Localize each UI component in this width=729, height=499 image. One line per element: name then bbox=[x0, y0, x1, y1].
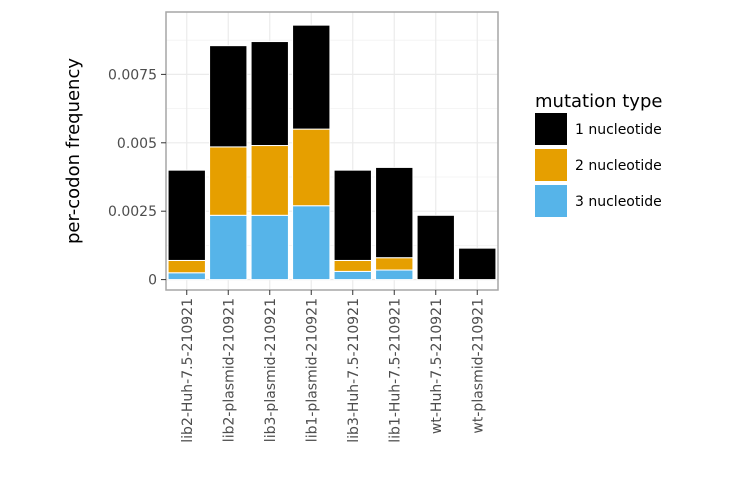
x-tick-label: lib1-plasmid-210921 bbox=[304, 298, 320, 442]
bar-segment bbox=[375, 269, 414, 281]
legend-swatch bbox=[535, 113, 567, 145]
bar-segment bbox=[167, 169, 206, 261]
legend-swatch bbox=[535, 149, 567, 181]
legend-label: 3 nucleotide bbox=[575, 194, 662, 210]
y-tick-label: 0.005 bbox=[117, 136, 157, 152]
x-tick-label: wt-plasmid-210921 bbox=[470, 298, 486, 434]
x-tick-label: lib2-Huh-7.5-210921 bbox=[180, 298, 196, 443]
x-tick-label: lib3-Huh-7.5-210921 bbox=[346, 298, 362, 443]
x-tick-label: lib1-Huh-7.5-210921 bbox=[387, 298, 403, 443]
bar-segment bbox=[167, 259, 206, 274]
y-axis: 0 0.0025 0.005 0.0075 bbox=[108, 67, 166, 289]
bar-segment bbox=[167, 272, 206, 281]
y-axis-title: per-codon frequency bbox=[63, 58, 84, 244]
bar-segment bbox=[209, 146, 248, 216]
bar-segment bbox=[250, 41, 289, 147]
legend-title: mutation type bbox=[535, 91, 662, 112]
plot-border bbox=[165, 11, 499, 291]
bar-segment bbox=[333, 270, 372, 281]
bar-segment bbox=[333, 169, 372, 261]
legend-label: 2 nucleotide bbox=[575, 158, 662, 174]
bar-segment bbox=[375, 257, 414, 271]
bar-segment bbox=[333, 259, 372, 272]
x-tick-label: lib3-plasmid-210921 bbox=[263, 298, 279, 442]
bar-segment bbox=[375, 166, 414, 259]
bars bbox=[167, 24, 497, 281]
bar-segment bbox=[250, 214, 289, 281]
bar-segment bbox=[292, 205, 331, 281]
bar-segment bbox=[292, 128, 331, 207]
bar-segment bbox=[250, 145, 289, 216]
bar-segment bbox=[209, 214, 248, 281]
y-tick-label: 0.0025 bbox=[108, 204, 157, 220]
x-axis: lib2-Huh-7.5-210921 lib2-plasmid-210921 li… bbox=[180, 290, 486, 443]
legend-label: 1 nucleotide bbox=[575, 122, 662, 138]
bar-segment bbox=[209, 45, 248, 148]
y-tick-label: 0 bbox=[148, 273, 157, 289]
legend: mutation type 1 nucleotide 2 nucleotide 3 … bbox=[535, 91, 662, 217]
bar-segment bbox=[458, 247, 497, 281]
y-tick-label: 0.0075 bbox=[108, 67, 157, 83]
x-tick-label: lib2-plasmid-210921 bbox=[221, 298, 237, 442]
legend-swatch bbox=[535, 185, 567, 217]
bar-segment bbox=[292, 24, 331, 130]
bar-segment bbox=[416, 214, 455, 281]
x-tick-label: wt-Huh-7.5-210921 bbox=[429, 298, 445, 434]
